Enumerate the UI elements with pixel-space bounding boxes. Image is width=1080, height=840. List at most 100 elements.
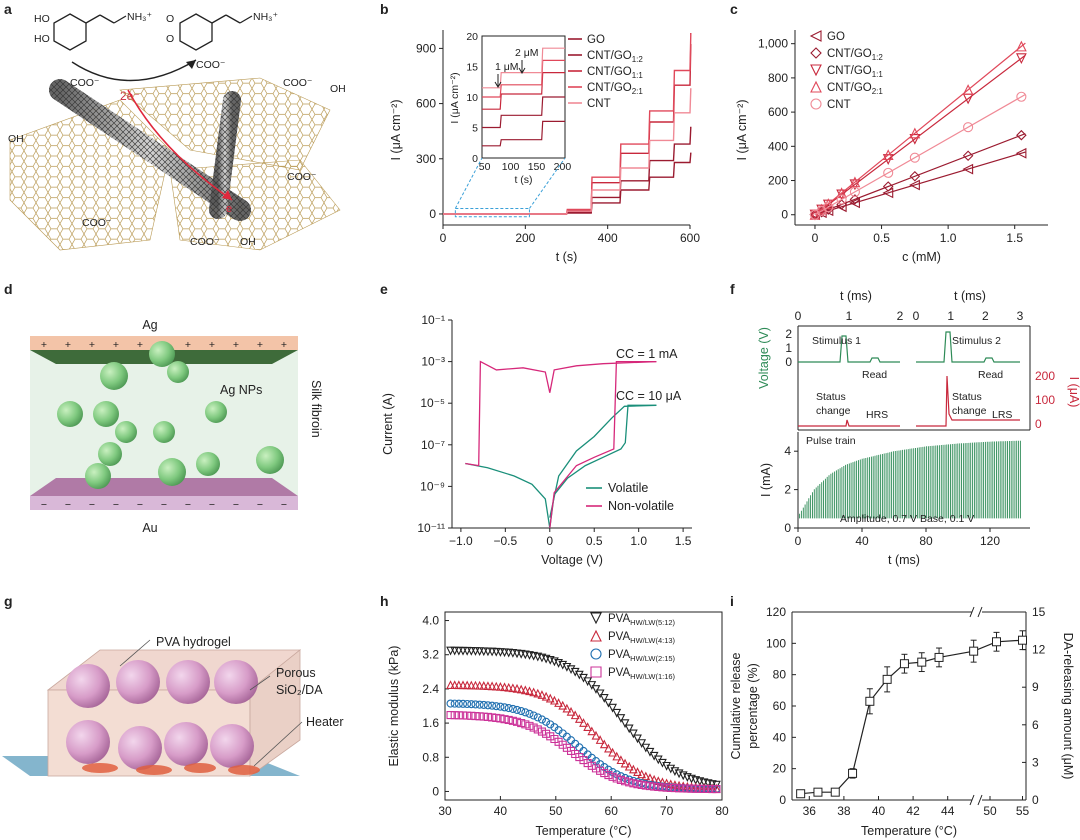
- data-point: [658, 777, 667, 787]
- quinone-molecule: [179, 13, 253, 51]
- data-point: [537, 690, 547, 699]
- data-point: [641, 743, 651, 753]
- data-point: [849, 194, 861, 205]
- data-point: [849, 176, 861, 188]
- data-point: [471, 700, 480, 709]
- data-point: [823, 202, 834, 213]
- data-point: [463, 699, 472, 709]
- data-point: [865, 696, 875, 706]
- carboxylate-label: COO⁻: [283, 77, 312, 89]
- y-tick-label: 1.6: [422, 716, 439, 730]
- au-electrode: [30, 496, 298, 510]
- panel-label-e: e: [380, 281, 388, 297]
- data-point: [546, 720, 555, 729]
- x-tick-label: 36: [803, 804, 817, 818]
- data-point: [963, 122, 974, 133]
- inset-x-axis-label: t (s): [514, 174, 532, 186]
- data-point: [479, 712, 488, 721]
- data-point: [475, 680, 485, 690]
- plus-sign: +: [209, 339, 215, 351]
- data-point: [450, 646, 460, 656]
- hydroxyl-label: HO: [34, 13, 50, 25]
- data-point: [491, 681, 501, 691]
- data-point: [662, 778, 671, 788]
- carboxylate-label: COO⁻: [287, 171, 316, 183]
- data-point: [496, 714, 505, 723]
- plus-sign: +: [281, 339, 287, 351]
- data-point: [909, 170, 921, 182]
- x-axis-label: t (s): [556, 250, 578, 264]
- inset-y-tick-label: 5: [472, 123, 478, 135]
- inset-series-line: [482, 71, 565, 110]
- x-tick-label: 55: [1016, 804, 1030, 818]
- data-point: [836, 187, 847, 199]
- data-point: [691, 782, 701, 792]
- data-point: [525, 721, 534, 730]
- data-point: [529, 687, 539, 697]
- x-tick-label: 0: [795, 534, 802, 548]
- data-point: [546, 732, 555, 741]
- data-point: [992, 637, 1001, 647]
- data-point: [969, 646, 979, 656]
- data-point: [633, 780, 642, 789]
- data-point: [612, 774, 621, 783]
- series-line-cnt: [443, 88, 692, 215]
- zoom-region: [454, 207, 530, 218]
- data-point: [467, 700, 476, 709]
- compliance-annotation: CC = 10 μA: [616, 389, 682, 403]
- electron-path: [127, 89, 233, 201]
- y-tick-label: 2.4: [422, 682, 439, 696]
- y-tick-label: 0.8: [422, 750, 439, 764]
- data-point: [628, 764, 638, 774]
- x-axis-label: Voltage (V): [541, 553, 603, 567]
- data-point: [917, 657, 927, 667]
- bottom-electrode-label: Au: [142, 521, 157, 535]
- fit-line: [814, 54, 1026, 216]
- data-point: [550, 734, 559, 744]
- callout-line: [119, 639, 151, 667]
- data-point: [562, 743, 571, 752]
- state-annotation: LRS: [992, 409, 1012, 421]
- legend-marker: [590, 629, 602, 642]
- data-point: [508, 704, 517, 713]
- data-point: [517, 718, 526, 728]
- plus-sign: +: [257, 339, 263, 351]
- data-point: [542, 717, 551, 726]
- data-point: [479, 700, 488, 709]
- x-tick-label: 44: [941, 804, 955, 818]
- state-annotation: HRS: [866, 409, 888, 421]
- data-point: [571, 749, 580, 759]
- data-point: [566, 706, 576, 716]
- silica-label: Porous: [276, 666, 316, 680]
- data-point: [849, 186, 860, 197]
- data-point: [454, 699, 463, 708]
- data-point: [608, 703, 617, 713]
- data-point: [467, 711, 476, 720]
- data-point: [624, 724, 634, 734]
- data-point: [653, 776, 663, 786]
- x-tick-label: 0: [812, 231, 819, 245]
- x-tick-label: 1.5: [1006, 231, 1023, 245]
- inset-y-tick-label: 0: [472, 153, 478, 165]
- data-point: [483, 701, 492, 710]
- data-point: [562, 703, 572, 713]
- down-arrow-icon: [494, 74, 502, 88]
- legend-subscript: HW/LW(2:15): [630, 654, 675, 663]
- x-tick-label: 40: [494, 804, 508, 818]
- y-tick-label: 300: [416, 152, 436, 166]
- status-annotation: change: [816, 405, 851, 417]
- series-line-non-volatile: [549, 360, 657, 529]
- data-point: [604, 770, 613, 780]
- data-point: [463, 711, 472, 720]
- inset-annotation: 1 μM: [495, 61, 519, 73]
- x-tick-label: 80: [715, 804, 729, 818]
- data-point: [899, 659, 909, 669]
- data-point: [587, 761, 596, 770]
- data-point: [625, 778, 634, 787]
- data-point: [512, 717, 522, 726]
- legend-label: PVAHW/LW(5:12): [608, 613, 676, 627]
- top-tick-label: 3: [1017, 309, 1024, 323]
- data-point: [579, 756, 588, 765]
- legend-subscript: 2:1: [872, 87, 884, 96]
